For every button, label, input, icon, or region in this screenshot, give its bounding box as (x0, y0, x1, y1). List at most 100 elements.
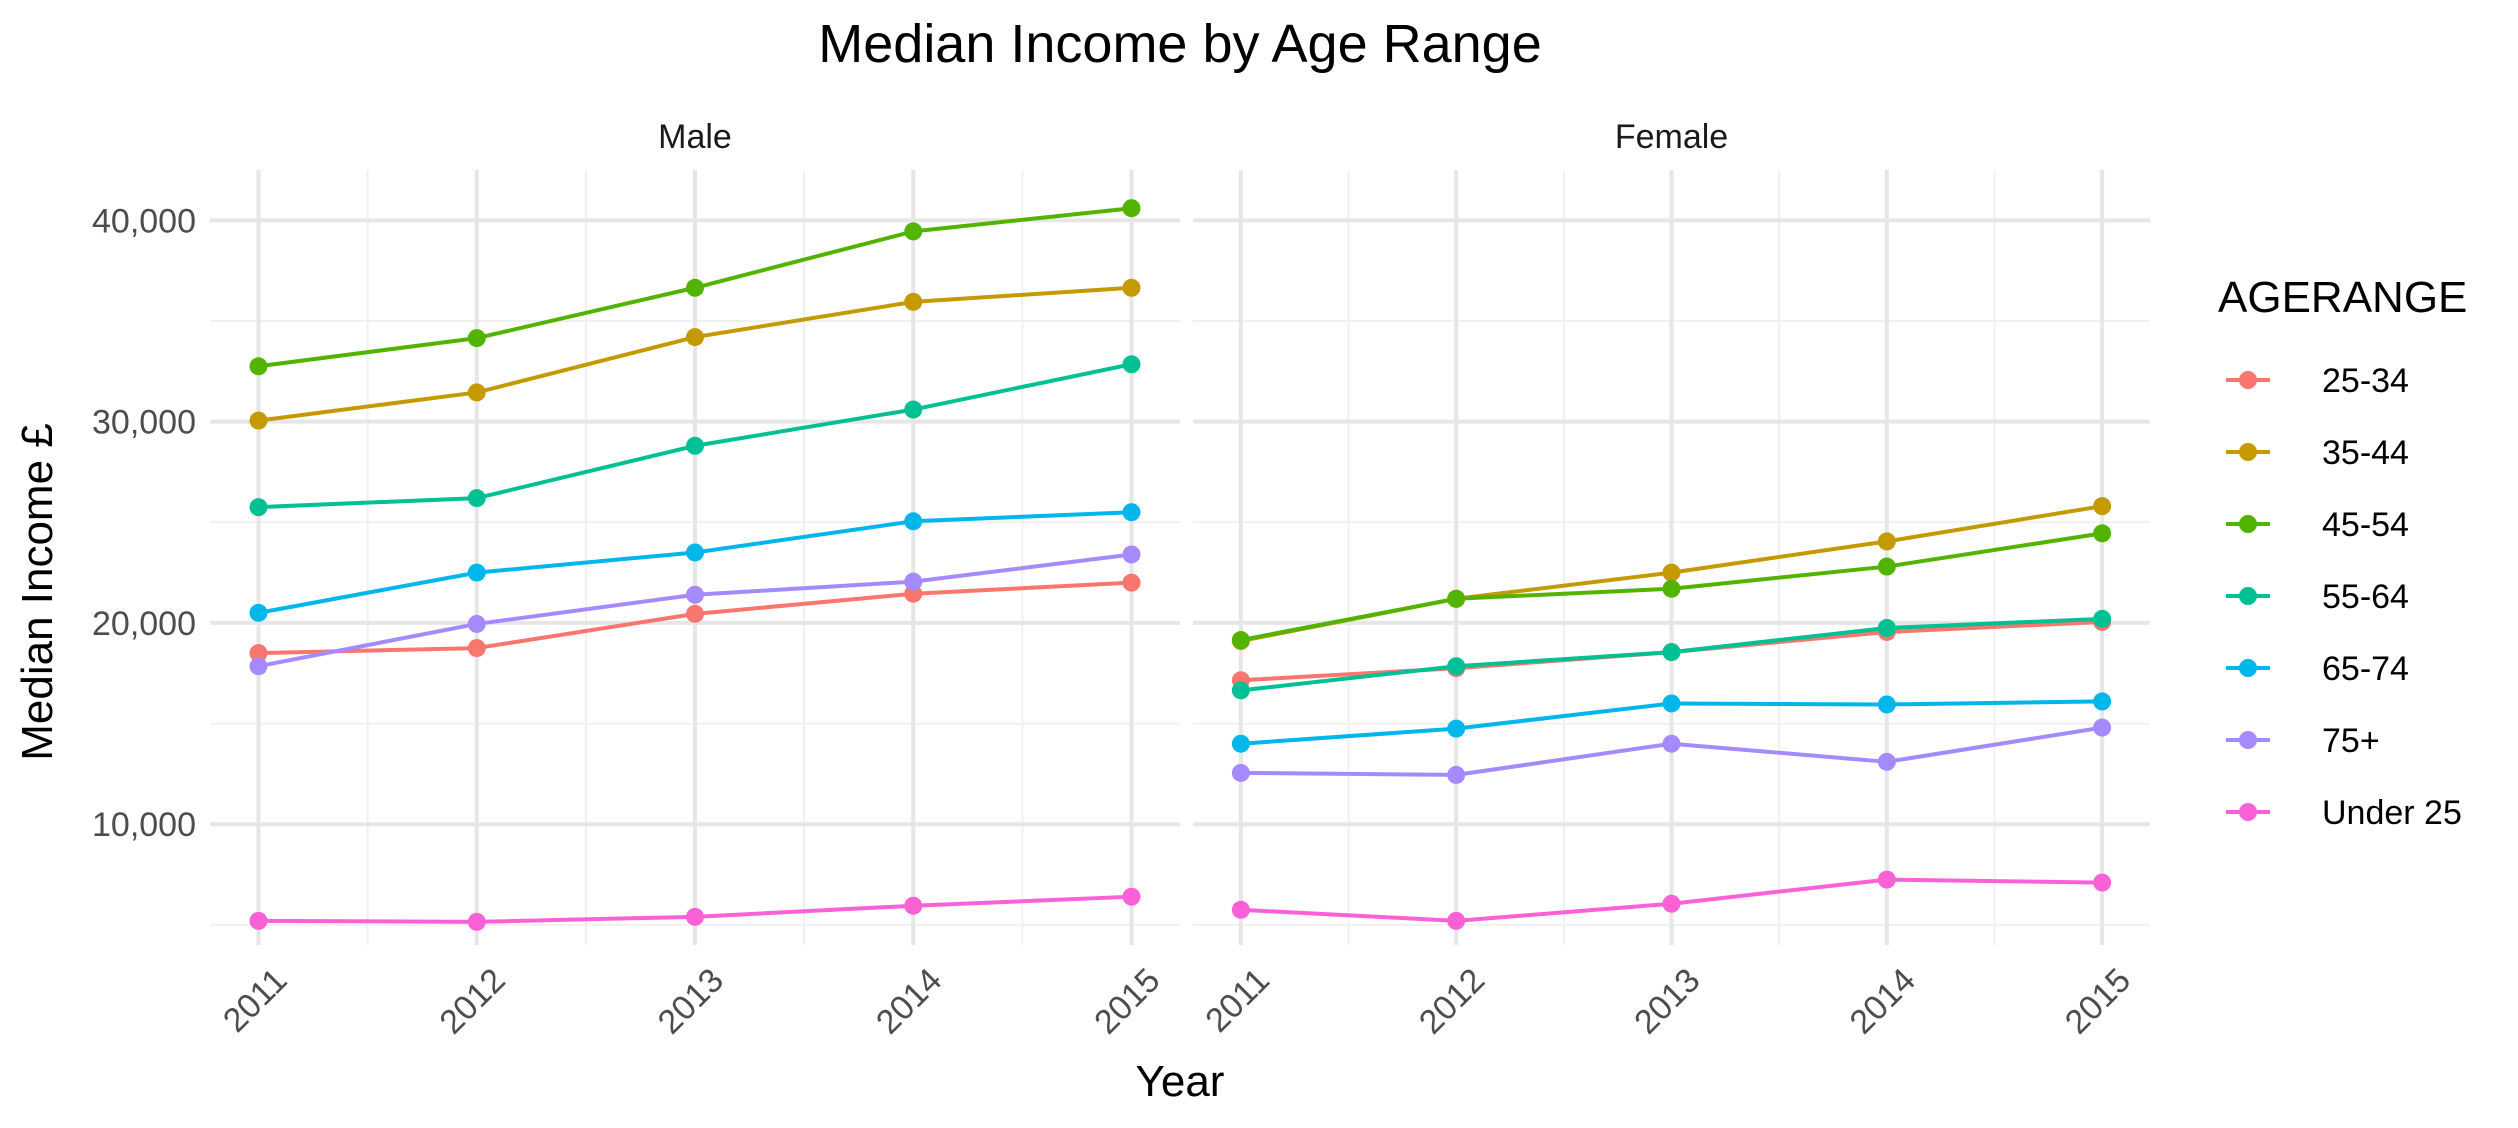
legend-label: 35-44 (2322, 434, 2409, 472)
legend-key-point (2239, 803, 2257, 821)
data-point (1877, 557, 1896, 576)
x-tick-label: 2015 (1087, 961, 1167, 1041)
data-point (1447, 765, 1466, 784)
x-axis-title: Year (1136, 1057, 1225, 1106)
legend-item: 55-64 (2226, 578, 2409, 616)
series-45-54 (1231, 524, 2112, 650)
data-point (904, 222, 923, 241)
x-tick-label: 2015 (2058, 961, 2138, 1041)
data-point (249, 498, 268, 517)
data-point (1122, 573, 1141, 592)
series-55-64 (1231, 609, 2112, 700)
data-point (1122, 278, 1141, 297)
series-45-54 (249, 199, 1141, 376)
data-point (467, 329, 486, 348)
y-tick-label: 20,000 (92, 605, 196, 643)
data-point (1662, 563, 1681, 582)
data-point (467, 563, 486, 582)
data-point (904, 512, 923, 531)
data-point (467, 383, 486, 402)
y-axis-title: Median Income £ (13, 423, 62, 761)
series-75- (249, 545, 1141, 676)
data-point (249, 411, 268, 430)
legend-key-point (2239, 371, 2257, 389)
data-point (1231, 900, 1250, 919)
data-point (2093, 609, 2112, 628)
data-point (2093, 524, 2112, 543)
data-point (686, 328, 704, 347)
series-under-25 (1231, 870, 2112, 930)
data-point (1447, 589, 1466, 608)
data-point (467, 912, 486, 931)
series-25-34 (249, 573, 1141, 663)
data-point (1877, 752, 1896, 771)
data-point (904, 896, 923, 915)
legend: AGERANGE 25-34 35-44 45-54 55-64 65-74 75+ Und… (2218, 273, 2467, 832)
y-tick-label: 10,000 (92, 806, 196, 844)
data-point (249, 657, 268, 676)
legend-label: 75+ (2322, 722, 2380, 760)
legend-item: 35-44 (2226, 434, 2409, 472)
panel-strip-label: Male (658, 118, 732, 156)
x-tick-label: 2012 (432, 961, 512, 1041)
legend-key-point (2239, 515, 2257, 533)
data-point (686, 585, 704, 604)
data-point (1122, 887, 1141, 906)
data-point (249, 644, 268, 663)
data-point (1662, 694, 1681, 713)
data-point (249, 603, 268, 622)
data-point (2093, 497, 2112, 516)
chart-title: Median Income by Age Range (818, 14, 1541, 74)
data-point (686, 543, 704, 562)
data-point (2093, 692, 2112, 711)
data-point (1877, 532, 1896, 551)
series-35-44 (249, 278, 1141, 430)
legend-label: Under 25 (2322, 794, 2462, 832)
data-point (686, 278, 704, 297)
data-point (1122, 545, 1141, 564)
data-point (686, 907, 704, 926)
data-point (1447, 911, 1466, 930)
legend-key-point (2239, 443, 2257, 461)
panel-female: Female 2011 2012 2013 2014 2015 (1193, 118, 2150, 1042)
data-point (1662, 579, 1681, 598)
series-65-74 (249, 503, 1141, 622)
legend-label: 25-34 (2322, 362, 2409, 400)
gridlines (1193, 170, 2150, 945)
data-point (1122, 199, 1141, 218)
series-under-25 (249, 887, 1141, 931)
data-point (1231, 631, 1250, 650)
data-point (904, 400, 923, 419)
data-point (686, 436, 704, 455)
series-65-74 (1231, 692, 2112, 753)
y-tick-label: 30,000 (92, 404, 196, 442)
legend-item: 65-74 (2226, 650, 2409, 688)
data-point (1877, 870, 1896, 889)
x-tick-label: 2013 (1627, 961, 1707, 1041)
data-point (467, 489, 486, 508)
data-point (249, 911, 268, 930)
data-point (1231, 681, 1250, 700)
legend-key-point (2239, 659, 2257, 677)
legend-item: Under 25 (2226, 794, 2462, 832)
legend-label: 45-54 (2322, 506, 2409, 544)
legend-key-point (2239, 587, 2257, 605)
x-tick-label: 2011 (1198, 961, 1277, 1040)
x-tick-label: 2011 (216, 961, 295, 1040)
data-point (904, 572, 923, 591)
data-point (1662, 734, 1681, 753)
x-tick-label: 2014 (1843, 961, 1923, 1041)
x-tick-label: 2014 (869, 961, 949, 1041)
data-point (686, 604, 704, 623)
data-point (1662, 894, 1681, 913)
legend-title: AGERANGE (2218, 273, 2467, 322)
x-tick-label: 2013 (651, 961, 731, 1041)
data-point (904, 292, 923, 311)
data-point (249, 357, 268, 376)
data-point (1231, 734, 1250, 753)
legend-item: 75+ (2226, 722, 2380, 760)
panel-male: Male 10,000 20,000 30,000 40,000 2011 2012 2013… (92, 118, 1180, 1042)
data-point (1122, 355, 1141, 374)
y-tick-label: 40,000 (92, 202, 196, 240)
